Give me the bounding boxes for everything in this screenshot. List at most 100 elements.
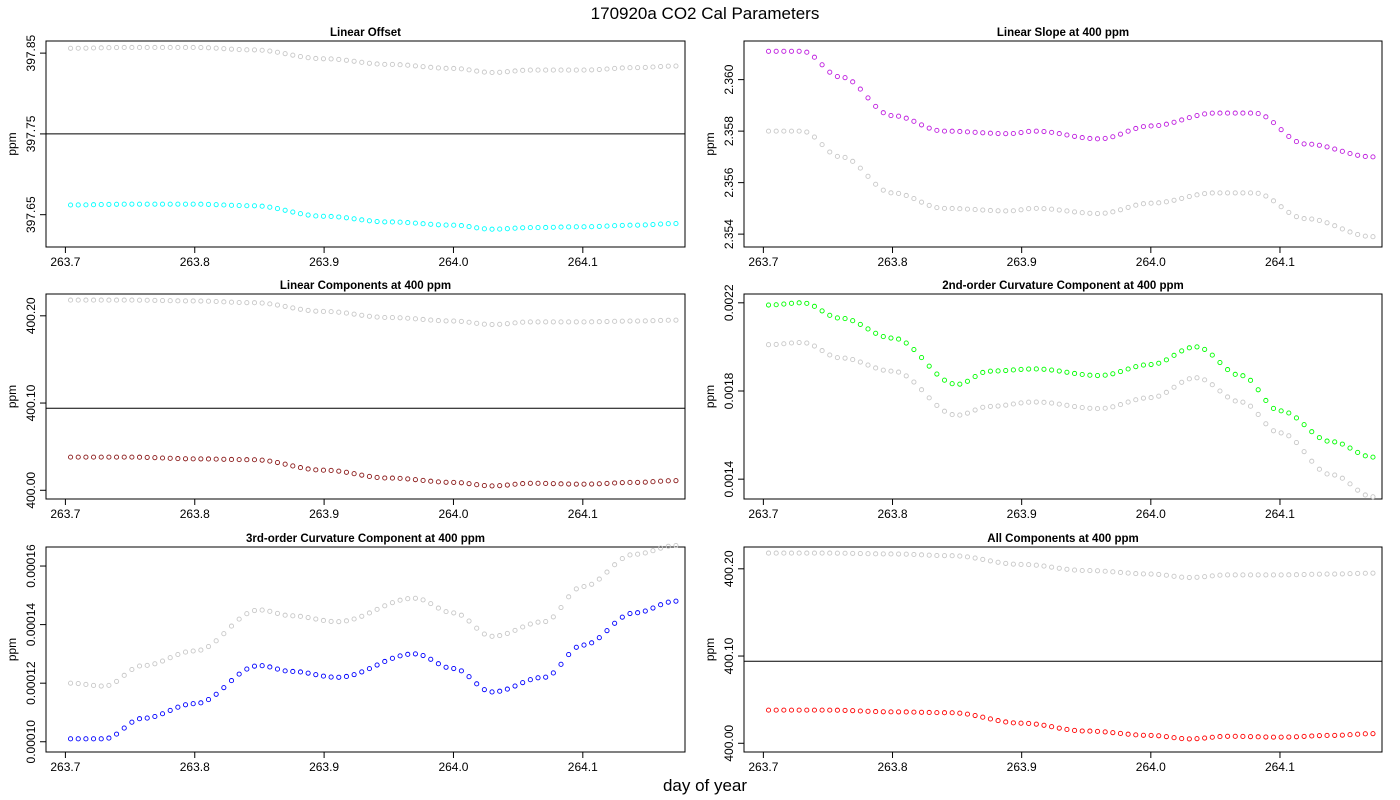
data-point xyxy=(788,48,795,54)
data-point xyxy=(1003,367,1009,374)
data-point xyxy=(1179,348,1185,354)
data-point xyxy=(665,221,671,227)
data-point xyxy=(1010,561,1016,567)
data-point xyxy=(980,556,986,562)
data-point xyxy=(1163,199,1169,205)
data-point xyxy=(627,318,633,324)
data-point xyxy=(297,306,304,312)
x-tick-label: 263.9 xyxy=(309,760,339,774)
data-point xyxy=(106,735,112,741)
data-point xyxy=(152,44,158,51)
data-point xyxy=(1339,571,1345,577)
data-point xyxy=(980,130,986,136)
data-point xyxy=(1110,569,1116,575)
data-point xyxy=(1194,574,1200,580)
data-point xyxy=(129,666,135,673)
data-point xyxy=(190,701,196,707)
data-point xyxy=(98,45,104,51)
data-point xyxy=(374,314,380,320)
data-point xyxy=(1332,472,1338,478)
data-point xyxy=(458,668,464,674)
data-point xyxy=(428,317,434,323)
data-point xyxy=(474,625,480,631)
data-point xyxy=(1163,121,1169,127)
data-point xyxy=(865,173,871,179)
plot-frame xyxy=(743,40,1383,248)
data-point xyxy=(267,608,273,614)
data-point xyxy=(259,457,265,463)
data-point xyxy=(573,481,579,487)
data-point xyxy=(1332,571,1338,577)
data-point xyxy=(221,202,227,208)
data-point xyxy=(382,603,388,609)
data-point xyxy=(190,648,196,654)
data-point xyxy=(1209,352,1215,358)
data-point xyxy=(987,716,993,722)
data-point xyxy=(428,221,434,227)
data-point xyxy=(949,553,955,559)
data-point xyxy=(550,670,556,676)
data-point xyxy=(451,318,457,324)
data-point xyxy=(328,467,334,473)
data-point xyxy=(504,321,510,327)
data-point xyxy=(182,649,189,655)
data-point xyxy=(297,465,304,471)
data-point xyxy=(121,297,127,303)
panel-3: Linear Components at 400 ppm ppm 263.7 263.… xyxy=(5,280,686,521)
data-point xyxy=(1064,726,1070,733)
data-point xyxy=(1324,732,1330,739)
data-point xyxy=(543,618,549,625)
data-point xyxy=(512,320,518,326)
y-tick-label: 2.356 xyxy=(722,167,736,197)
data-point xyxy=(343,57,349,63)
data-point xyxy=(205,298,212,304)
data-point xyxy=(397,315,403,321)
data-point xyxy=(604,628,610,634)
data-point xyxy=(535,67,541,73)
data-point xyxy=(834,355,840,361)
panels: Linear Offset ppm 263.7 263.8 263.9 264.0 264.… xyxy=(5,27,1383,774)
plot-frame xyxy=(743,546,1383,753)
data-point xyxy=(781,341,787,347)
data-point xyxy=(926,552,932,558)
data-point xyxy=(811,707,817,713)
data-point xyxy=(650,479,656,485)
data-point xyxy=(114,731,120,737)
data-point xyxy=(1293,572,1300,578)
y-tick-label: 400.00 xyxy=(722,725,736,762)
data-point xyxy=(451,222,457,228)
data-point xyxy=(1026,562,1032,568)
data-point xyxy=(880,367,886,373)
data-point xyxy=(957,128,963,135)
data-point xyxy=(389,655,395,661)
data-point xyxy=(581,583,587,590)
data-point xyxy=(205,45,212,51)
data-point xyxy=(857,86,863,92)
data-point xyxy=(474,68,480,74)
data-point xyxy=(359,669,365,675)
data-point xyxy=(535,480,541,486)
data-point xyxy=(1293,139,1300,145)
data-point xyxy=(558,481,564,487)
data-point xyxy=(274,49,281,55)
data-point xyxy=(550,319,556,325)
data-point xyxy=(612,318,618,324)
data-point xyxy=(1186,574,1192,581)
data-point xyxy=(642,608,648,614)
x-tick-label: 263.7 xyxy=(50,507,80,521)
data-point xyxy=(83,681,89,687)
data-point xyxy=(1117,131,1124,137)
data-point xyxy=(1316,142,1322,148)
y-tick-label: 400.20 xyxy=(24,297,38,334)
data-point xyxy=(1041,366,1047,372)
data-point xyxy=(114,201,120,207)
data-point xyxy=(1202,111,1208,117)
data-point xyxy=(1247,110,1254,116)
data-point xyxy=(873,551,879,557)
data-point xyxy=(665,317,671,323)
data-point xyxy=(458,223,464,229)
data-point xyxy=(804,129,810,135)
data-point xyxy=(1110,404,1116,410)
data-point xyxy=(144,715,150,721)
data-point xyxy=(1133,125,1139,132)
